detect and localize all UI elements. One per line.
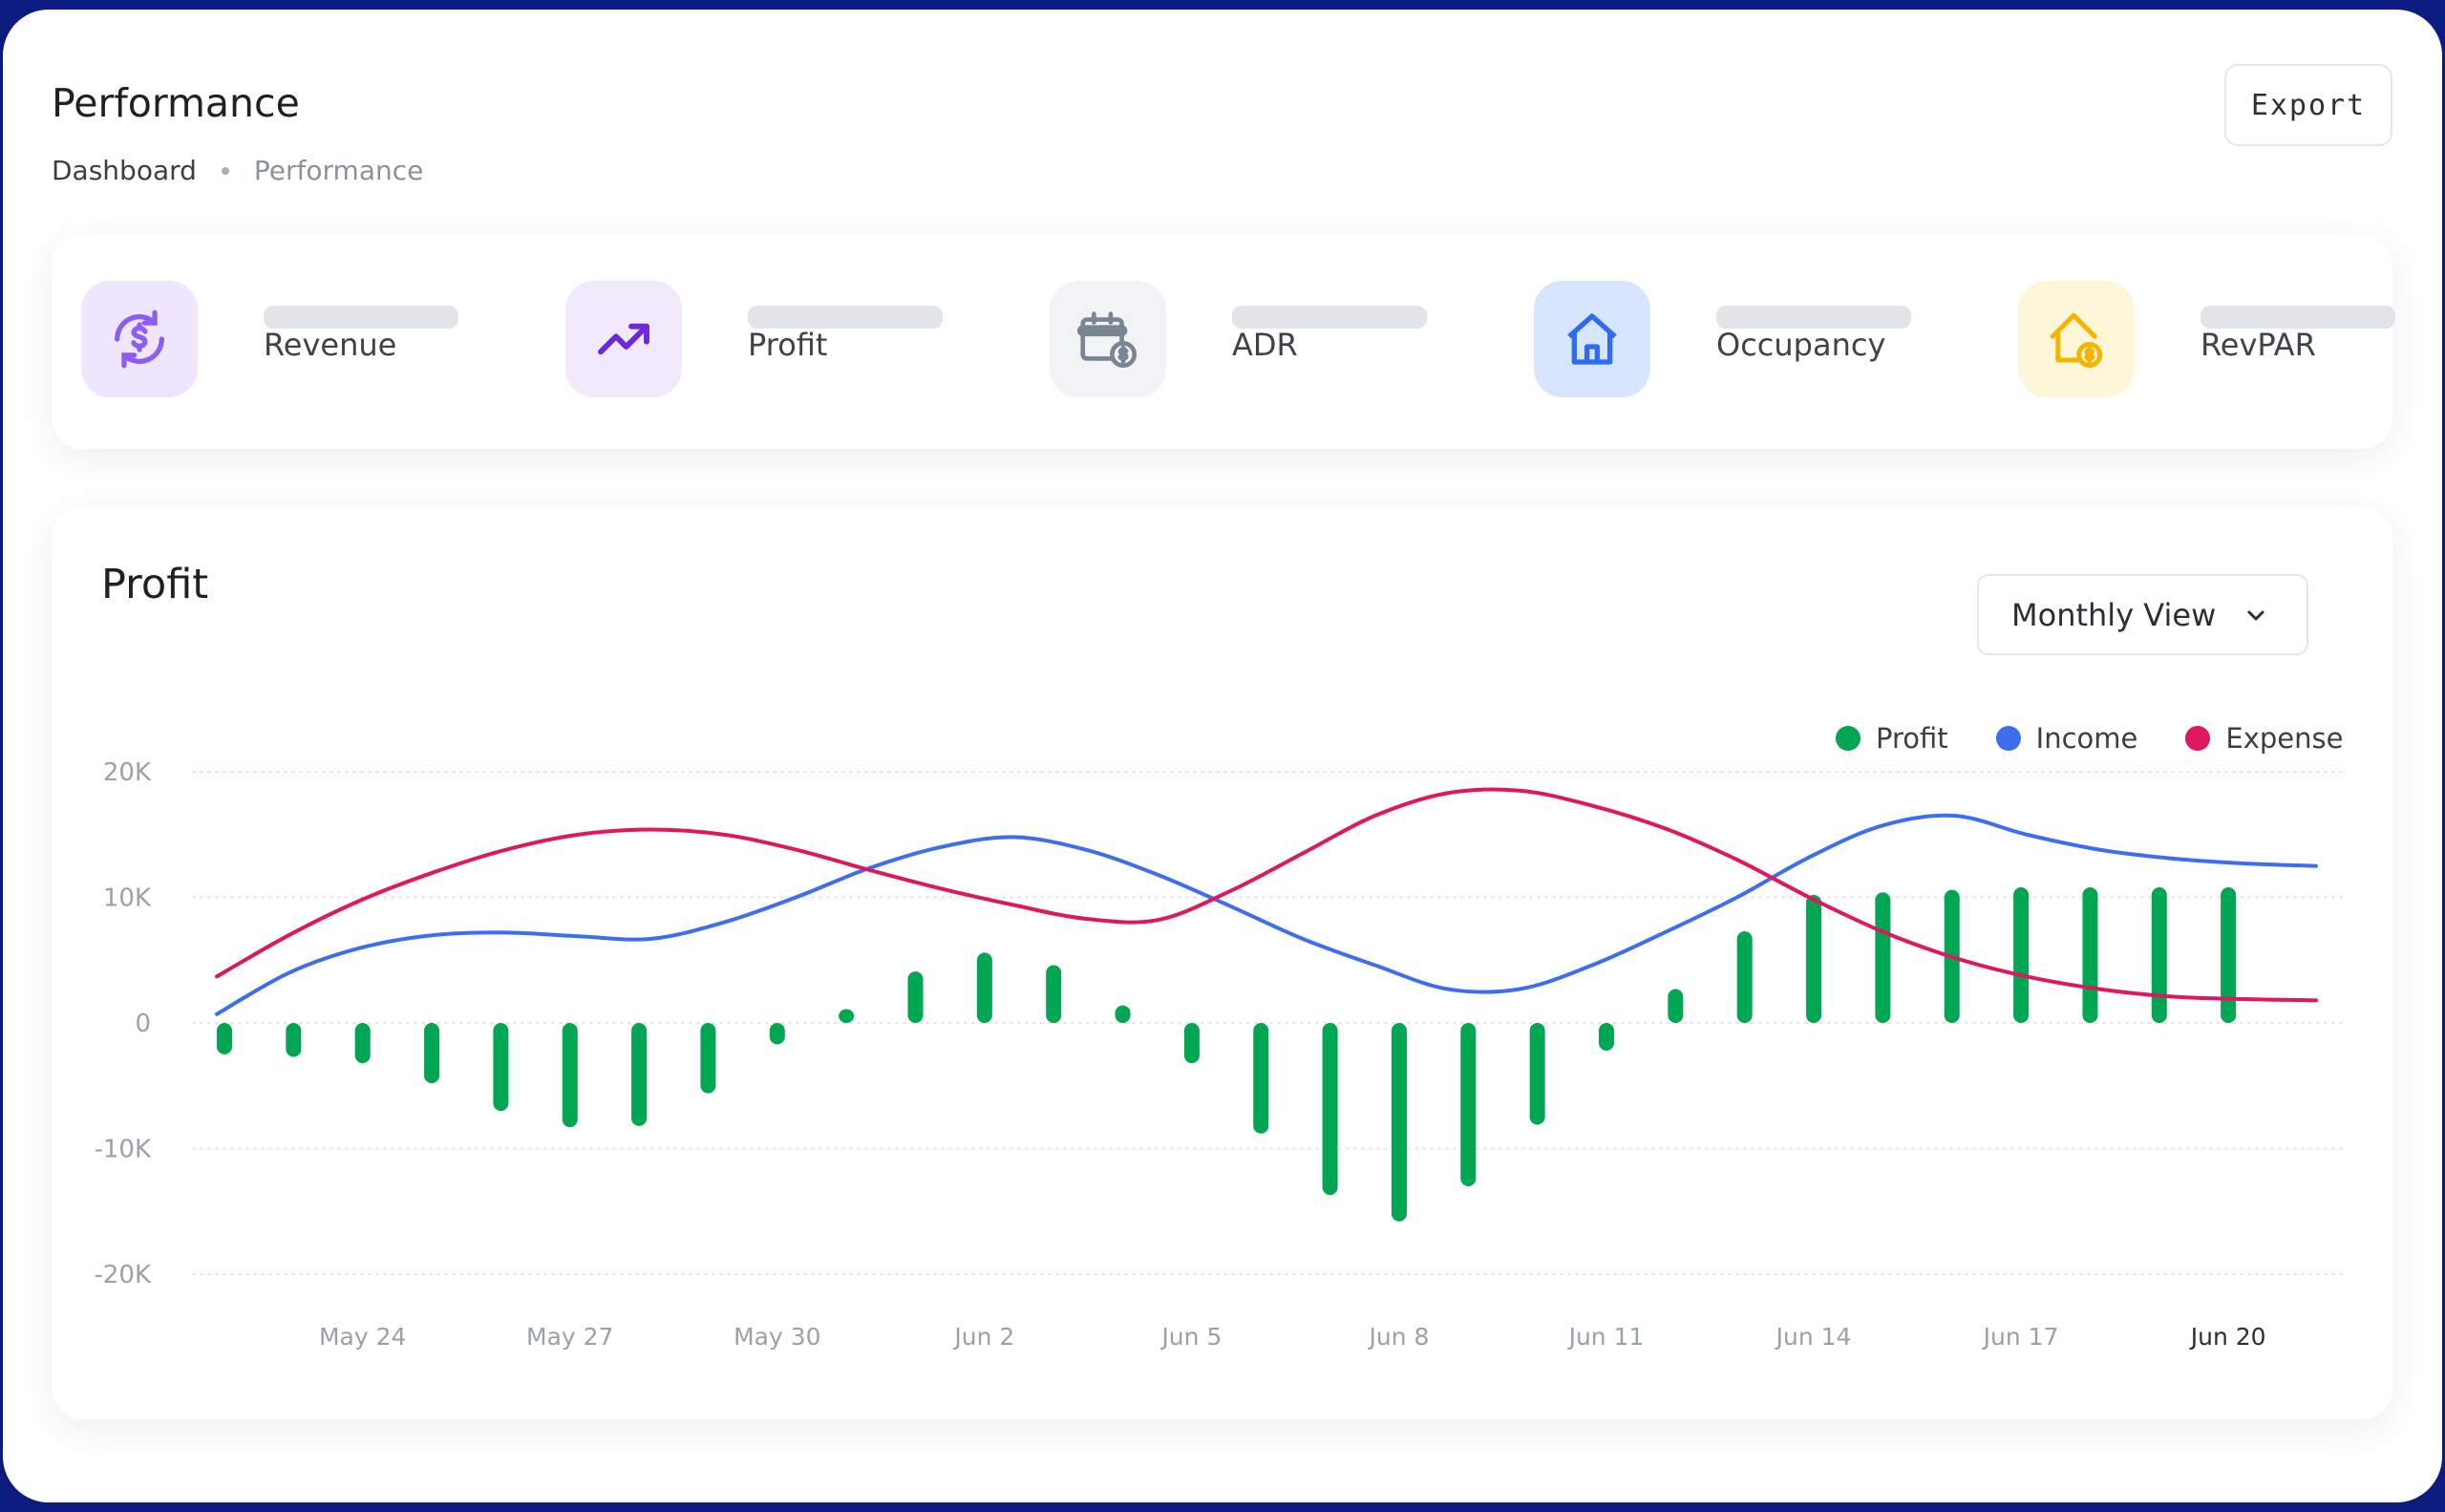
profit-bar xyxy=(424,1023,440,1084)
profit-bar xyxy=(1529,1023,1545,1125)
x-tick-label: May 27 xyxy=(526,1323,613,1351)
profit-bar xyxy=(1322,1023,1338,1196)
income-line xyxy=(215,813,2318,1016)
chart-legend: Profit Income Expense xyxy=(1836,722,2343,755)
legend-dot xyxy=(1836,726,1860,751)
legend-dot xyxy=(1995,726,2021,751)
profit-bar xyxy=(2151,886,2167,1023)
x-tick-label: May 24 xyxy=(319,1323,406,1351)
profit-chart-card xyxy=(52,507,2392,1419)
legend-label: Expense xyxy=(2225,722,2344,755)
x-tick-label: May 30 xyxy=(734,1323,820,1351)
profit-bar xyxy=(976,952,992,1023)
legend-item-income[interactable]: Income xyxy=(1995,722,2138,755)
chevron-down-icon xyxy=(2247,610,2264,620)
kpi-label: RevPAR xyxy=(2200,327,2316,363)
kpi-value-placeholder xyxy=(1716,306,1911,329)
profit-bar xyxy=(700,1023,716,1094)
kpi-label: Revenue xyxy=(264,327,397,363)
legend-item-expense[interactable]: Expense xyxy=(2185,722,2343,755)
y-tick-label: -10K xyxy=(94,1136,151,1164)
profit-bar xyxy=(1183,1023,1200,1064)
x-tick-label: Jun 5 xyxy=(1159,1323,1222,1351)
profit-bar xyxy=(2221,886,2237,1023)
x-tick-label: Jun 20 xyxy=(2189,1323,2266,1351)
profit-bar xyxy=(562,1023,578,1128)
breadcrumb-performance: Performance xyxy=(253,155,424,186)
legend-item-profit[interactable]: Profit xyxy=(1836,722,1948,755)
x-tick-label: Jun 2 xyxy=(952,1323,1014,1351)
calendar-dollar-icon xyxy=(1050,281,1166,397)
legend-label: Income xyxy=(2035,722,2138,755)
view-select-value: Monthly View xyxy=(2011,596,2217,633)
house-dollar-icon xyxy=(2018,281,2135,397)
kpi-label: Occupancy xyxy=(1716,327,1886,363)
kpi-value-placeholder xyxy=(2200,306,2395,329)
profit-bar xyxy=(1668,989,1684,1023)
house-icon xyxy=(1534,281,1650,397)
y-tick-label: 20K xyxy=(103,758,152,787)
view-select-dropdown[interactable]: Monthly View xyxy=(1977,574,2308,655)
revenue-cycle-icon xyxy=(81,281,198,397)
profit-bar xyxy=(1253,1023,1269,1134)
legend-label: Profit xyxy=(1876,722,1948,755)
profit-bar xyxy=(839,1009,855,1023)
profit-bar xyxy=(1736,931,1753,1023)
breadcrumb-dashboard[interactable]: Dashboard xyxy=(52,155,197,186)
legend-dot xyxy=(2185,726,2211,751)
profit-bar xyxy=(354,1023,371,1064)
profit-bar xyxy=(217,1023,232,1054)
profit-bar xyxy=(493,1023,509,1112)
profit-bar xyxy=(1460,1023,1477,1186)
profit-bar xyxy=(1599,1023,1614,1051)
x-tick-label: Jun 11 xyxy=(1567,1323,1645,1351)
profit-bar xyxy=(631,1023,648,1126)
export-button[interactable]: Export xyxy=(2224,64,2392,146)
y-tick-label: 0 xyxy=(135,1010,151,1038)
y-tick-label: -20K xyxy=(94,1261,151,1289)
profit-bar xyxy=(769,1023,785,1045)
kpi-label: ADR xyxy=(1232,327,1298,363)
chart-title: Profit xyxy=(101,561,209,608)
kpi-value-placeholder xyxy=(1232,306,1427,329)
profit-bar xyxy=(1875,892,1891,1023)
x-tick-label: Jun 17 xyxy=(1982,1323,2059,1351)
expense-line xyxy=(215,787,2318,1003)
kpi-label: Profit xyxy=(748,327,828,363)
kpi-value-placeholder xyxy=(748,306,943,329)
profit-bar xyxy=(2082,886,2098,1023)
profit-bar xyxy=(1391,1023,1407,1222)
profit-bar xyxy=(1806,894,1822,1023)
profit-bar xyxy=(1046,965,1062,1023)
x-tick-label: Jun 14 xyxy=(1775,1323,1852,1351)
breadcrumb-separator xyxy=(221,166,229,175)
x-tick-label: Jun 8 xyxy=(1367,1323,1429,1351)
profit-bar xyxy=(907,971,924,1023)
kpi-value-placeholder xyxy=(264,306,458,329)
kpi-summary-card: Revenue Profit ADR Occupancy RevPAR xyxy=(52,234,2395,449)
profit-bar xyxy=(286,1023,302,1057)
y-tick-label: 10K xyxy=(103,884,152,913)
page-title: Performance xyxy=(52,80,300,126)
trending-up-icon xyxy=(565,281,682,397)
breadcrumb: Dashboard Performance xyxy=(52,155,423,186)
profit-bar xyxy=(1115,1005,1131,1023)
profit-bar xyxy=(2013,886,2030,1023)
